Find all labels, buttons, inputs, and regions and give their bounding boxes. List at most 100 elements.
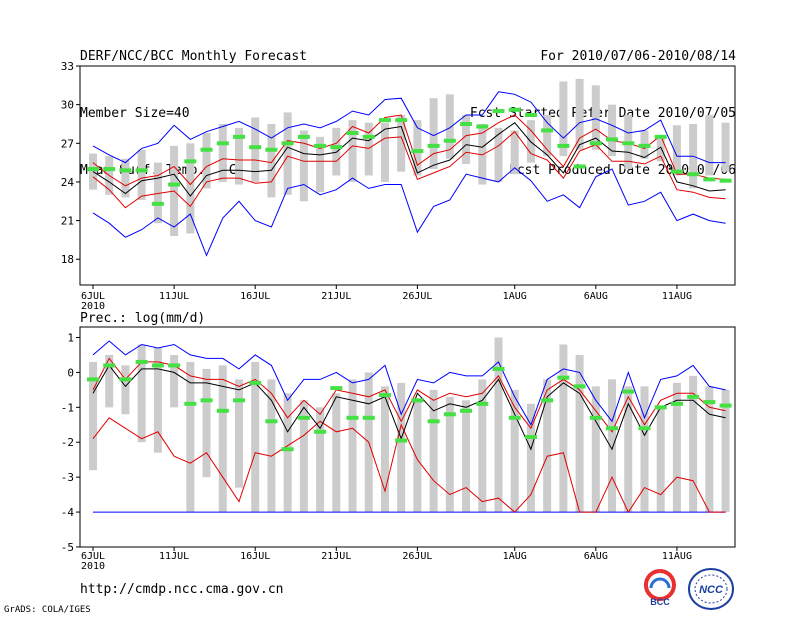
bcc-logo-text: BCC <box>650 597 670 607</box>
prec-box <box>721 389 730 513</box>
chart-title: DERF/NCC/BCC Monthly Forecast <box>80 49 307 64</box>
temp-inner-low-line <box>92 130 726 209</box>
prec-box <box>559 344 568 513</box>
prec-inner-low-line <box>92 417 726 514</box>
prec-box <box>121 365 130 415</box>
temp-box <box>137 149 146 200</box>
temp-y-tick-label: 27 <box>61 137 74 150</box>
temp-mean-marker <box>476 124 489 129</box>
temp-median-line <box>92 122 726 197</box>
prec-y-tick-label: -2 <box>61 436 74 449</box>
prec-median-line <box>92 364 726 451</box>
prec-mean-marker <box>541 398 554 403</box>
temp-box <box>348 120 357 182</box>
temp-box <box>267 123 276 198</box>
prec-box <box>380 386 389 513</box>
prec-box <box>332 393 341 513</box>
prec-mean-marker <box>281 447 294 452</box>
prec-x-tick-label: 6AUG <box>584 551 608 562</box>
temp-box <box>397 114 406 172</box>
prec-box <box>445 396 454 513</box>
prec-mean-marker <box>460 408 473 413</box>
prec-mean-marker <box>232 398 245 403</box>
prec-mean-marker <box>168 363 181 368</box>
prec-box <box>170 354 179 408</box>
prec-box <box>624 386 633 513</box>
prec-mean-marker <box>606 426 619 431</box>
temp-x-tick-label: 26JUL <box>402 291 432 302</box>
temp-box <box>153 162 162 224</box>
temp-box <box>543 114 552 157</box>
temp-mean-marker <box>557 143 570 148</box>
prec-y-tick-label: -4 <box>61 506 75 519</box>
prec-mean-marker <box>330 386 343 391</box>
prec-box <box>137 344 146 443</box>
prec-box <box>543 379 552 513</box>
temp-mean-marker <box>395 118 408 123</box>
footer-url[interactable]: http://cmdp.ncc.cma.gov.cn <box>80 582 284 597</box>
temp-x-tick-label: 6AUG <box>584 291 608 302</box>
temp-box <box>721 122 730 172</box>
temp-box <box>316 136 325 193</box>
temp-box <box>462 114 471 164</box>
temp-box <box>234 127 243 185</box>
prec-box <box>591 386 600 513</box>
prec-mean-marker <box>216 408 229 413</box>
prec-y-tick-label: -5 <box>61 541 74 554</box>
prec-mean-marker <box>687 394 700 399</box>
temp-box <box>186 143 195 234</box>
prec-mean-marker <box>346 415 359 420</box>
prec-panel-title: Prec.: log(mm/d) <box>80 311 205 326</box>
temp-box <box>672 125 681 176</box>
temp-mean-marker <box>265 147 278 152</box>
prec-mean-marker <box>249 380 262 385</box>
prec-box <box>689 375 698 513</box>
prec-y-tick-label: -1 <box>61 401 74 414</box>
prec-box <box>202 368 211 478</box>
prec-mean-marker <box>508 415 521 420</box>
prec-mean-marker <box>654 405 667 410</box>
ncc-logo-text: NCC <box>699 584 724 596</box>
temp-mean-marker <box>249 145 262 150</box>
temp-mean-marker <box>103 167 116 172</box>
temp-mean-marker <box>151 201 164 206</box>
temp-box <box>283 112 292 195</box>
member-size: Member Size=40 <box>80 106 190 121</box>
prec-box <box>267 379 276 513</box>
temp-mean-marker <box>411 149 424 154</box>
temp-mean-marker <box>200 147 213 152</box>
temp-mean-marker <box>362 134 375 139</box>
prec-mean-marker <box>638 426 651 431</box>
prec-y-tick-label: 0 <box>67 366 74 379</box>
temp-box <box>364 122 373 176</box>
temp-x-tick-label: 1AUG <box>503 291 527 302</box>
temp-mean-marker <box>168 182 181 187</box>
prec-box <box>510 389 519 513</box>
prec-box <box>462 400 471 513</box>
prec-box <box>105 354 114 408</box>
prec-inner-high-line <box>92 357 726 433</box>
prec-y-tick-label: 1 <box>67 331 74 344</box>
temp-box <box>656 136 665 162</box>
temp-box <box>510 130 519 175</box>
prec-mean-marker <box>103 363 116 368</box>
temp-upper-line <box>92 91 726 164</box>
prec-box <box>640 386 649 513</box>
prec-box <box>672 382 681 513</box>
prec-box <box>283 393 292 513</box>
temp-mean-marker <box>654 134 667 139</box>
prec-mean-marker <box>378 393 391 398</box>
prec-mean-marker <box>395 438 408 443</box>
prec-mean-marker <box>314 429 327 434</box>
temp-y-tick-label: 18 <box>61 253 74 266</box>
temp-mean-marker <box>589 141 602 146</box>
temp-mean-marker <box>184 159 197 164</box>
temp-mean-marker <box>670 169 683 174</box>
temp-x-tick-label: 11AUG <box>662 291 692 302</box>
temp-mean-marker <box>508 107 521 112</box>
prec-box <box>316 407 325 513</box>
prec-mean-marker <box>200 398 213 403</box>
temp-mean-marker <box>719 178 732 183</box>
temp-x-tick-label: 16JUL <box>240 291 270 302</box>
